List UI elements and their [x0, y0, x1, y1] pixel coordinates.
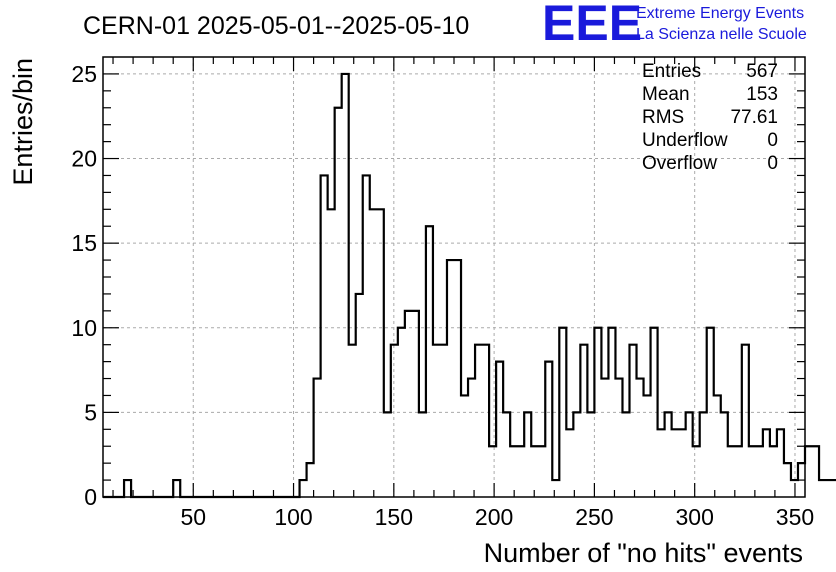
stats-value: 77.61	[730, 107, 778, 128]
x-tick-label: 150	[375, 504, 413, 530]
histogram-bin	[328, 209, 335, 497]
x-tick-label: 350	[776, 504, 814, 530]
histogram-bin	[349, 345, 356, 497]
histogram-bin	[728, 446, 735, 497]
axis-ticks	[103, 57, 805, 497]
histogram-bin	[566, 429, 573, 497]
histogram-bin	[819, 480, 826, 497]
x-tick-label: 250	[575, 504, 613, 530]
histogram-bin	[489, 446, 496, 497]
stats-value: 0	[767, 153, 778, 174]
histogram-bin	[419, 412, 426, 497]
stats-value: 0	[767, 130, 778, 151]
histogram-bin	[405, 311, 412, 497]
stats-label: Underflow	[642, 130, 728, 151]
histogram-bin	[679, 429, 686, 497]
histogram-bin	[538, 446, 545, 497]
eee-logo: EEE Extreme Energy Events La Scienza nel…	[542, 0, 807, 51]
histogram-bin	[658, 429, 665, 497]
x-tick-labels: 50 100 150 200 250 300 350	[180, 504, 814, 530]
y-tick-label: 15	[71, 230, 97, 256]
y-tick-label: 20	[71, 146, 97, 172]
stats-label: RMS	[642, 107, 684, 128]
y-tick-label: 0	[84, 484, 97, 510]
histogram-bin	[531, 446, 538, 497]
histogram-bin	[622, 412, 629, 497]
histogram-bin	[587, 412, 594, 497]
histogram-bin	[756, 446, 763, 497]
x-tick-label: 300	[675, 504, 713, 530]
y-tick-label: 10	[71, 315, 97, 341]
x-tick-label: 200	[475, 504, 513, 530]
chart-title: CERN-01 2025-05-01--2025-05-10	[83, 12, 469, 40]
stats-label: Overflow	[642, 153, 717, 174]
y-tick-labels: 0 5 10 15 20 25	[71, 61, 97, 510]
y-tick-label: 5	[84, 399, 97, 425]
histogram-bin	[749, 446, 756, 497]
histogram-bin	[384, 412, 391, 497]
histogram-bin	[517, 446, 524, 497]
histogram-bin	[552, 480, 559, 497]
stats-label: Mean	[642, 84, 690, 105]
histogram-bin	[433, 345, 440, 497]
histogram-bin	[672, 429, 679, 497]
histogram-bin	[370, 209, 377, 497]
histogram-bin	[461, 395, 468, 497]
logo-line2: La Scienza nelle Scuole	[636, 26, 807, 43]
histogram-bin	[510, 446, 517, 497]
stats-label: Entries	[642, 61, 701, 82]
histogram-bin	[826, 480, 833, 497]
histogram-bin	[601, 379, 608, 497]
x-axis-title: Number of "no hits" events	[484, 538, 803, 568]
histogram-bin	[644, 395, 651, 497]
logo-mark: EEE	[542, 0, 642, 51]
histogram-bin	[770, 446, 777, 497]
y-axis-title: Entries/bin	[8, 58, 38, 186]
stats-value: 567	[746, 61, 778, 82]
x-tick-label: 100	[274, 504, 312, 530]
x-tick-label: 50	[180, 504, 206, 530]
histogram-bin	[735, 446, 742, 497]
histogram-bin	[693, 446, 700, 497]
logo-line1: Extreme Energy Events	[636, 5, 804, 22]
y-tick-label: 25	[71, 61, 97, 87]
stats-value: 153	[746, 84, 778, 105]
histogram-bin	[440, 345, 447, 497]
